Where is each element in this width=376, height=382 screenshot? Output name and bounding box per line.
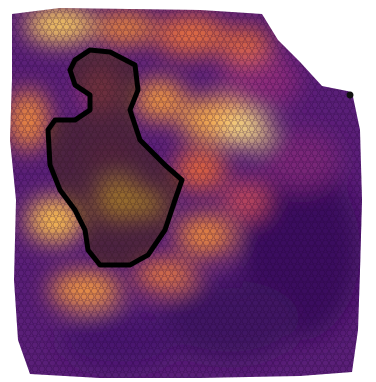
marker-dot bbox=[346, 91, 354, 99]
region-outline bbox=[45, 47, 185, 268]
